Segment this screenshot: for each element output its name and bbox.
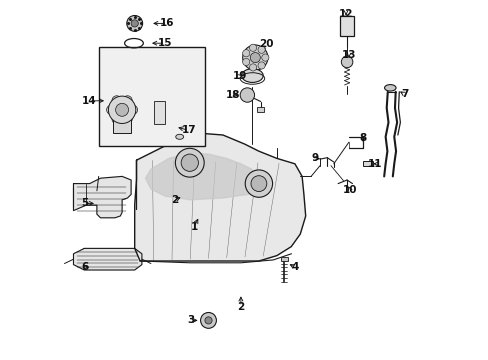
Text: 7: 7 (400, 89, 407, 99)
Circle shape (341, 56, 352, 68)
Polygon shape (73, 176, 131, 218)
Circle shape (122, 114, 132, 124)
Circle shape (175, 148, 204, 177)
Text: 8: 8 (359, 132, 366, 143)
Circle shape (242, 58, 249, 66)
Circle shape (261, 54, 268, 61)
Circle shape (126, 15, 142, 31)
Circle shape (122, 96, 132, 105)
Polygon shape (145, 153, 258, 200)
Circle shape (112, 114, 121, 124)
FancyBboxPatch shape (363, 161, 373, 166)
Text: 16: 16 (160, 18, 174, 28)
Text: 9: 9 (311, 153, 318, 163)
Circle shape (240, 88, 254, 102)
FancyBboxPatch shape (154, 101, 165, 124)
Text: 5: 5 (81, 198, 88, 208)
Circle shape (106, 105, 116, 114)
FancyBboxPatch shape (339, 16, 354, 36)
Circle shape (131, 20, 138, 27)
Text: 3: 3 (187, 315, 194, 325)
FancyBboxPatch shape (99, 47, 204, 146)
Text: 1: 1 (190, 222, 197, 232)
Text: 19: 19 (232, 71, 247, 81)
Polygon shape (73, 248, 142, 270)
Text: 14: 14 (81, 96, 96, 106)
Text: 12: 12 (338, 9, 352, 19)
Ellipse shape (175, 134, 183, 139)
Text: 18: 18 (225, 90, 240, 100)
Text: 2: 2 (171, 195, 178, 205)
Circle shape (128, 105, 137, 114)
Text: 4: 4 (291, 262, 298, 272)
Circle shape (250, 176, 266, 192)
Polygon shape (134, 133, 305, 261)
Circle shape (115, 103, 128, 116)
Circle shape (258, 62, 264, 69)
Circle shape (200, 312, 216, 328)
Circle shape (181, 154, 198, 171)
Circle shape (112, 96, 121, 105)
Text: 17: 17 (181, 125, 196, 135)
Ellipse shape (384, 85, 395, 91)
Text: 6: 6 (81, 262, 88, 272)
Circle shape (250, 53, 260, 63)
Text: 15: 15 (158, 38, 172, 48)
Ellipse shape (241, 69, 263, 82)
Polygon shape (113, 112, 131, 133)
FancyBboxPatch shape (280, 257, 287, 261)
Text: 2: 2 (237, 302, 244, 312)
Text: 11: 11 (367, 159, 382, 169)
Circle shape (244, 170, 272, 197)
Text: 10: 10 (342, 185, 357, 195)
Circle shape (108, 96, 136, 123)
Text: 13: 13 (341, 50, 355, 60)
Circle shape (258, 46, 264, 53)
Circle shape (242, 50, 249, 57)
Circle shape (249, 44, 256, 51)
Circle shape (204, 317, 212, 324)
Circle shape (242, 45, 267, 70)
FancyBboxPatch shape (257, 107, 264, 112)
Circle shape (249, 64, 256, 71)
Text: 20: 20 (258, 39, 273, 49)
